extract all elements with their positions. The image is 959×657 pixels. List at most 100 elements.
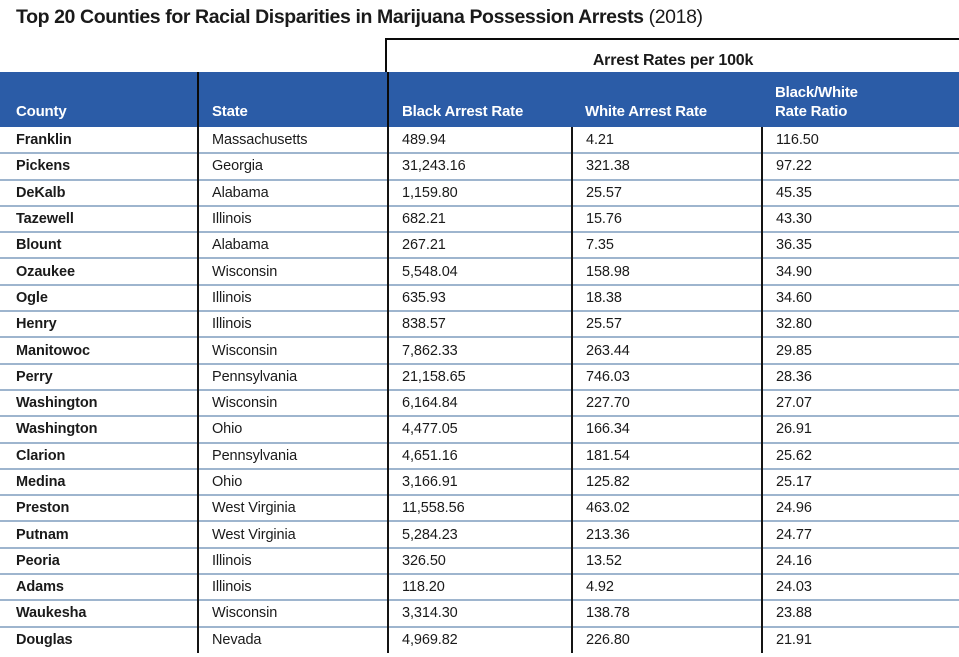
county-cell: Ogle [0,283,198,312]
ratio-cell: 97.22 [761,152,959,180]
table-row: Washington Wisconsin 6,164.84 227.70 27.07 [0,388,959,417]
disparities-table: County State Black Arrest Rate White Arr… [0,72,959,653]
county-cell: Perry [0,362,198,390]
column-header-white-arrest-rate: White Arrest Rate [572,72,762,127]
ratio-cell: 25.17 [761,467,959,496]
county-cell: Blount [0,231,198,259]
white-rate-cell: 226.80 [571,625,762,653]
black-rate-cell: 21,158.65 [387,362,572,390]
table-row: Preston West Virginia 11,558.56 463.02 24.96 [0,494,959,522]
white-rate-cell: 166.34 [571,415,762,443]
table-row: Peoria Illinois 326.50 13.52 24.16 [0,546,959,575]
ratio-cell: 26.91 [761,415,959,443]
ratio-cell: 29.85 [761,336,959,364]
ratio-cell: 25.62 [761,441,959,469]
column-header-black-arrest-rate: Black Arrest Rate [387,72,572,127]
table-row: Tazewell Illinois 682.21 15.76 43.30 [0,204,959,233]
county-cell: Clarion [0,441,198,469]
county-cell: Washington [0,415,198,443]
ratio-cell: 24.03 [761,573,959,601]
county-cell: Franklin [0,127,198,154]
state-cell: Nevada [197,625,388,653]
ratio-cell: 34.90 [761,257,959,285]
ratio-cell: 34.60 [761,283,959,312]
black-rate-cell: 326.50 [387,546,572,575]
county-cell: DeKalb [0,178,198,206]
white-rate-cell: 321.38 [571,152,762,180]
arrest-rates-group-label: Arrest Rates per 100k [592,52,754,69]
ratio-cell: 43.30 [761,204,959,233]
black-rate-cell: 31,243.16 [387,152,572,180]
state-cell: West Virginia [197,520,388,548]
state-cell: Pennsylvania [197,362,388,390]
ratio-cell: 23.88 [761,599,959,627]
table-header-row: County State Black Arrest Rate White Arr… [0,72,959,127]
county-cell: Pickens [0,152,198,180]
table-body: Franklin Massachusetts 489.94 4.21 116.50 Pic… [0,127,959,653]
county-cell: Peoria [0,546,198,575]
page-title-main: Top 20 Counties for Racial Disparities i… [16,6,644,28]
table-row: Manitowoc Wisconsin 7,862.33 263.44 29.85 [0,336,959,364]
black-rate-cell: 1,159.80 [387,178,572,206]
table-row: Blount Alabama 267.21 7.35 36.35 [0,231,959,259]
state-cell: Illinois [197,283,388,312]
state-cell: Wisconsin [197,388,388,417]
ratio-cell: 24.96 [761,494,959,522]
black-rate-cell: 118.20 [387,573,572,601]
black-rate-cell: 635.93 [387,283,572,312]
ratio-cell: 28.36 [761,362,959,390]
black-rate-cell: 4,969.82 [387,625,572,653]
state-cell: Ohio [197,415,388,443]
ratio-cell: 24.16 [761,546,959,575]
table-row: Franklin Massachusetts 489.94 4.21 116.50 [0,127,959,154]
black-rate-cell: 682.21 [387,204,572,233]
state-cell: Wisconsin [197,336,388,364]
state-cell: Illinois [197,573,388,601]
table-row: DeKalb Alabama 1,159.80 25.57 45.35 [0,178,959,206]
state-cell: Ohio [197,467,388,496]
white-rate-cell: 746.03 [571,362,762,390]
county-cell: Washington [0,388,198,417]
state-cell: Illinois [197,546,388,575]
table-row: Adams Illinois 118.20 4.92 24.03 [0,573,959,601]
white-rate-cell: 213.36 [571,520,762,548]
black-rate-cell: 4,477.05 [387,415,572,443]
county-cell: Douglas [0,625,198,653]
white-rate-cell: 125.82 [571,467,762,496]
table-row: Waukesha Wisconsin 3,314.30 138.78 23.88 [0,599,959,627]
page-title: Top 20 Counties for Racial Disparities i… [16,6,703,29]
county-cell: Putnam [0,520,198,548]
county-cell: Manitowoc [0,336,198,364]
state-cell: Alabama [197,178,388,206]
state-cell: Pennsylvania [197,441,388,469]
county-cell: Medina [0,467,198,496]
ratio-cell: 27.07 [761,388,959,417]
arrest-rates-group-header: Arrest Rates per 100k [385,38,959,72]
black-rate-cell: 4,651.16 [387,441,572,469]
table-row: Pickens Georgia 31,243.16 321.38 97.22 [0,152,959,180]
ratio-cell: 21.91 [761,625,959,653]
ratio-cell: 116.50 [761,127,959,154]
state-cell: Alabama [197,231,388,259]
black-rate-cell: 6,164.84 [387,388,572,417]
white-rate-cell: 7.35 [571,231,762,259]
table-row: Ozaukee Wisconsin 5,548.04 158.98 34.90 [0,257,959,285]
county-cell: Henry [0,310,198,338]
table-row: Ogle Illinois 635.93 18.38 34.60 [0,283,959,312]
county-cell: Tazewell [0,204,198,233]
county-cell: Preston [0,494,198,522]
white-rate-cell: 13.52 [571,546,762,575]
table-header: County State Black Arrest Rate White Arr… [0,72,959,127]
state-cell: Illinois [197,310,388,338]
state-cell: Wisconsin [197,599,388,627]
ratio-cell: 24.77 [761,520,959,548]
ratio-cell: 36.35 [761,231,959,259]
table-row: Henry Illinois 838.57 25.57 32.80 [0,310,959,338]
white-rate-cell: 263.44 [571,336,762,364]
white-rate-cell: 227.70 [571,388,762,417]
black-rate-cell: 7,862.33 [387,336,572,364]
column-header-county: County [0,72,198,127]
white-rate-cell: 15.76 [571,204,762,233]
white-rate-cell: 4.92 [571,573,762,601]
ratio-cell: 45.35 [761,178,959,206]
